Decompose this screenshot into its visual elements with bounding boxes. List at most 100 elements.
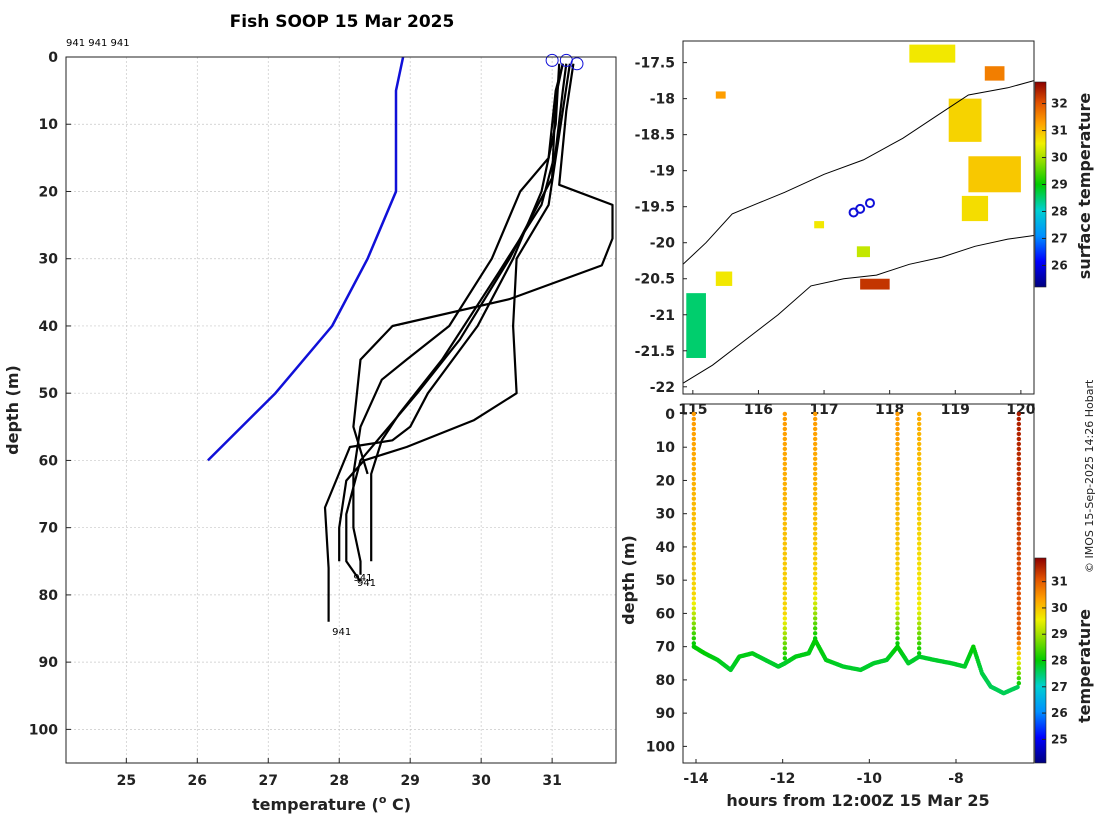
section-point xyxy=(812,416,818,422)
section-point xyxy=(916,541,922,546)
section-point xyxy=(782,586,788,591)
section-point xyxy=(916,461,922,467)
profile-y-axis-label: depth (m) xyxy=(3,365,22,455)
sst-patch xyxy=(984,66,1005,81)
map-y-tick-label: -20 xyxy=(650,236,676,252)
section-point xyxy=(916,631,922,636)
map-colorbar-tick-label: 26 xyxy=(1051,258,1068,272)
section-point xyxy=(812,601,818,606)
section-point xyxy=(916,556,922,561)
section-point xyxy=(895,411,900,417)
section-point xyxy=(916,501,922,506)
section-point xyxy=(812,466,818,472)
section-point xyxy=(895,431,900,437)
section-point xyxy=(691,516,697,521)
section-point xyxy=(782,471,788,477)
section-point xyxy=(1016,491,1022,496)
section-point xyxy=(782,436,788,442)
section-point xyxy=(916,646,922,651)
section-point xyxy=(782,616,788,621)
section-point xyxy=(691,631,697,636)
section-point xyxy=(895,446,900,452)
section-point xyxy=(895,441,900,447)
section-x-tick-label: -8 xyxy=(948,771,964,787)
section-point xyxy=(895,526,900,531)
section-point xyxy=(782,496,788,501)
section-point xyxy=(782,576,788,581)
section-colorbar-tick-label: 25 xyxy=(1051,732,1068,746)
section-point xyxy=(1016,501,1022,506)
section-point xyxy=(691,466,697,472)
section-point xyxy=(895,476,900,481)
section-point xyxy=(1016,571,1022,576)
section-point xyxy=(1016,506,1022,511)
section-point xyxy=(691,536,697,541)
section-chart: -14 -12 -10 -8 0 10 20 30 40 50 60 70 80 90 100 25 26 27… xyxy=(619,403,1094,810)
section-point xyxy=(782,431,788,437)
y-tick-label: 0 xyxy=(48,50,58,66)
section-point xyxy=(782,561,788,566)
section-point xyxy=(1016,656,1022,661)
section-point xyxy=(916,591,922,596)
sst-patch xyxy=(968,156,1021,193)
section-point xyxy=(916,526,922,531)
section-point xyxy=(895,561,900,566)
section-point xyxy=(916,546,922,551)
section-point xyxy=(1016,456,1022,462)
section-point xyxy=(895,511,900,516)
sst-patch xyxy=(686,293,706,358)
section-point xyxy=(1016,546,1022,551)
section-point xyxy=(691,541,697,546)
section-point xyxy=(782,636,788,641)
profile-gridlines xyxy=(66,56,616,763)
section-point xyxy=(812,411,818,417)
section-point xyxy=(691,476,697,481)
section-point xyxy=(916,416,922,422)
section-point xyxy=(1016,626,1022,631)
section-point xyxy=(691,586,697,591)
section-point xyxy=(782,501,788,506)
section-point xyxy=(782,426,788,432)
section-point xyxy=(691,616,697,621)
section-point xyxy=(1016,411,1022,417)
section-point xyxy=(916,511,922,516)
section-point xyxy=(895,591,900,596)
section-point xyxy=(916,451,922,457)
section-point xyxy=(812,571,818,576)
section-point xyxy=(916,551,922,556)
section-point xyxy=(691,411,697,417)
section-point xyxy=(916,436,922,442)
map-x-tick-label: 120 xyxy=(1006,402,1035,418)
profile-x-axis-label: temperature (o C) xyxy=(252,793,411,814)
y-tick-label: 70 xyxy=(39,521,59,537)
section-point xyxy=(916,616,922,621)
x-label-main: temperature ( xyxy=(252,795,379,814)
section-tick-labels: -14 -12 -10 -8 0 10 20 30 40 50 60 70 80 90 100 xyxy=(646,407,964,787)
section-point xyxy=(1016,586,1022,591)
section-point xyxy=(782,451,788,457)
map-colorbar-tick-label: 32 xyxy=(1051,97,1068,111)
section-point xyxy=(895,576,900,581)
map-y-tick-label: -21 xyxy=(650,308,675,324)
section-point xyxy=(812,581,818,586)
series-line-profile-6 xyxy=(323,63,561,622)
section-point xyxy=(1016,576,1022,581)
section-point xyxy=(782,621,788,626)
coastline-line xyxy=(683,80,1034,265)
section-point xyxy=(895,636,900,641)
section-colorbar-tick-label: 30 xyxy=(1051,601,1068,615)
section-point xyxy=(691,641,697,646)
section-point xyxy=(812,471,818,477)
section-point xyxy=(1016,616,1022,621)
section-point xyxy=(782,611,788,616)
map-colorbar-tick-label: 30 xyxy=(1051,151,1068,165)
section-point xyxy=(916,581,922,586)
section-point xyxy=(782,511,788,516)
section-axes-frame xyxy=(682,403,1035,764)
section-point xyxy=(916,636,922,641)
series-line-climatology xyxy=(207,56,405,462)
section-point xyxy=(812,586,818,591)
section-point xyxy=(916,586,922,591)
section-y-tick-label: 80 xyxy=(656,673,676,689)
